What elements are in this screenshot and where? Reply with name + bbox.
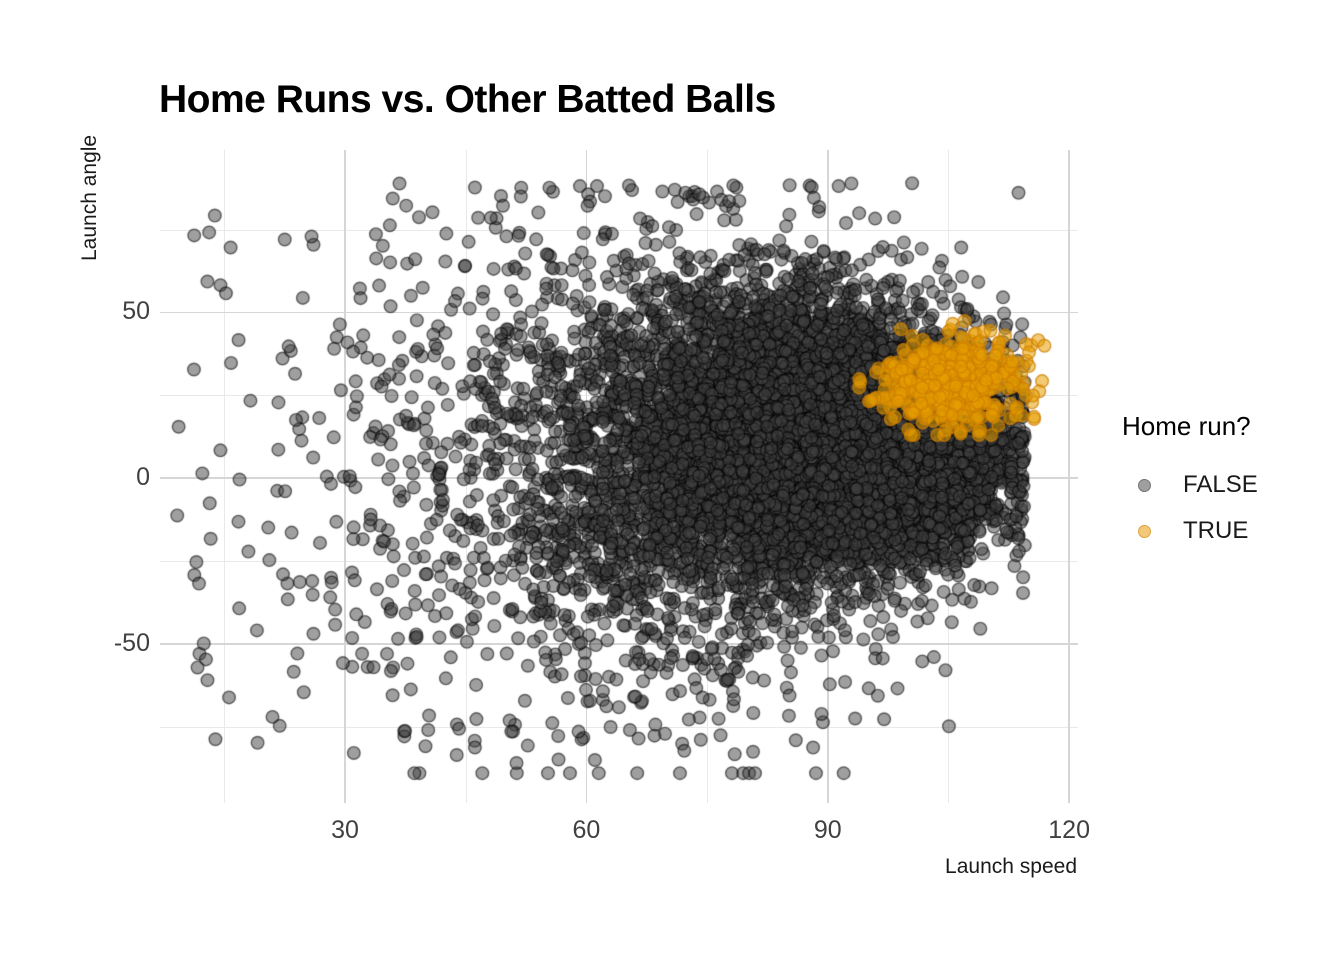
x-tick-label: 30 xyxy=(331,816,359,844)
legend-title: Home run? xyxy=(1122,411,1251,441)
x-tick-label: 60 xyxy=(572,816,601,844)
legend-item-label: FALSE xyxy=(1183,471,1258,498)
legend-point-icon xyxy=(1138,524,1151,538)
legend-item-label: TRUE xyxy=(1183,517,1249,544)
chart-title: Home Runs vs. Other Batted Balls xyxy=(159,78,776,121)
x-tick-label: 90 xyxy=(813,816,842,844)
x-tick-label: 120 xyxy=(1048,816,1090,844)
y-tick-label: -50 xyxy=(113,628,150,657)
y-axis-title: Launch angle xyxy=(78,134,101,261)
x-axis-title: Launch speed xyxy=(945,855,1077,878)
legend-point-icon xyxy=(1138,478,1151,492)
y-tick-label: 0 xyxy=(136,463,150,492)
legend-item-true: TRUE xyxy=(1138,517,1248,545)
scatter-points-canvas xyxy=(140,130,1098,823)
legend-item-false: FALSE xyxy=(1138,471,1258,499)
y-tick-label: 50 xyxy=(122,297,150,326)
